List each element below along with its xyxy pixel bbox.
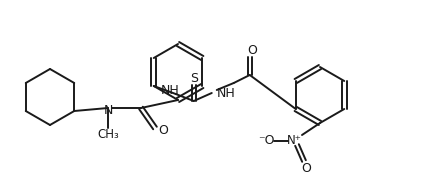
Text: O: O <box>158 124 168 137</box>
Text: N⁺: N⁺ <box>287 134 301 147</box>
Text: N: N <box>103 104 113 117</box>
Text: O: O <box>247 44 257 57</box>
Text: NH: NH <box>160 83 179 96</box>
Text: NH: NH <box>216 87 235 100</box>
Text: CH₃: CH₃ <box>97 128 119 141</box>
Text: O: O <box>301 162 311 175</box>
Text: ⁻O: ⁻O <box>258 134 274 147</box>
Text: S: S <box>190 71 198 84</box>
